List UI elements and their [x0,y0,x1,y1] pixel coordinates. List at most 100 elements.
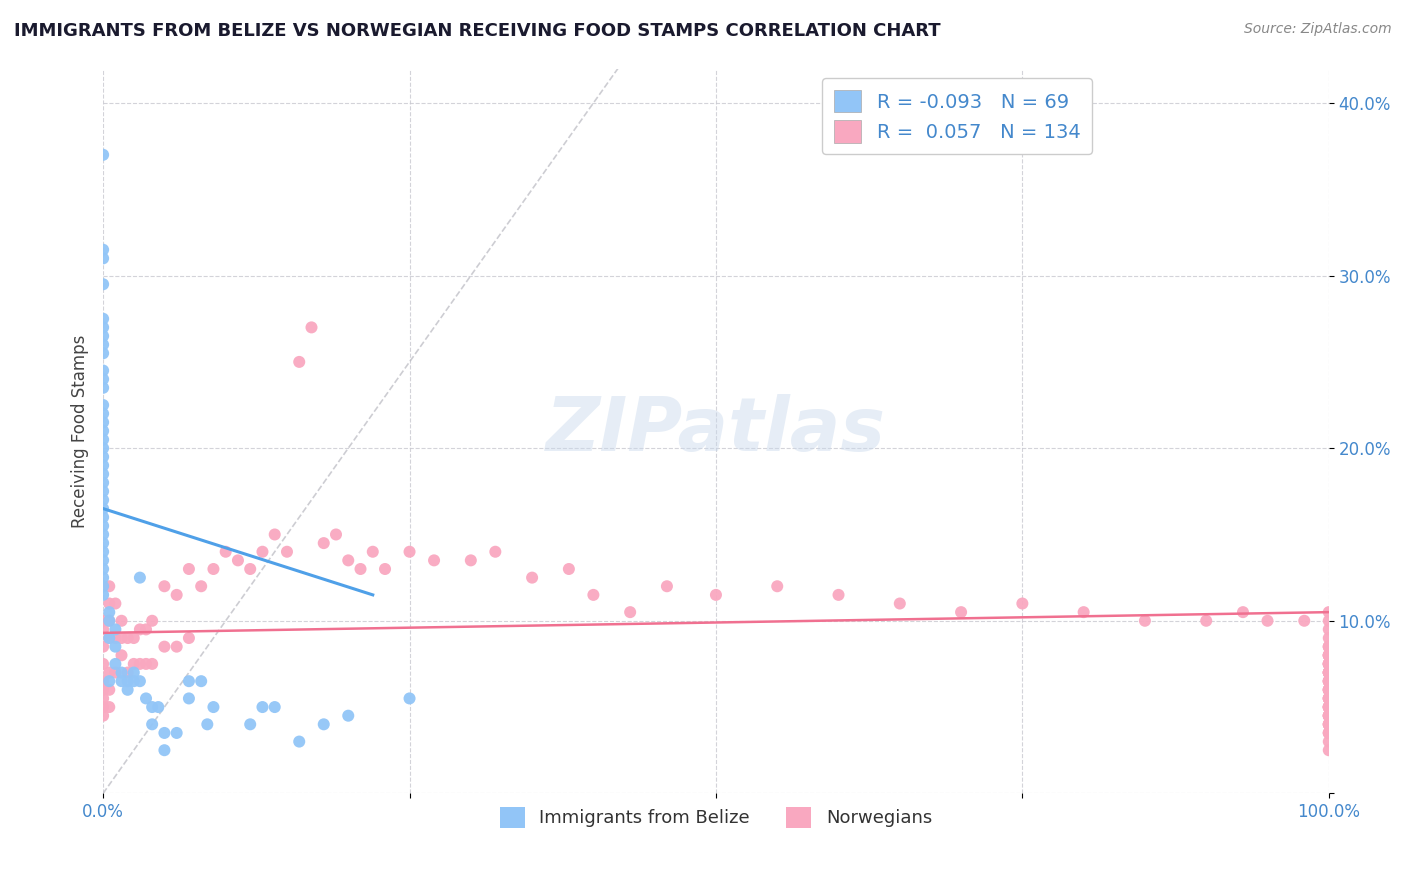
Point [1317,614,1340,628]
Point [148,700,170,714]
Point [1317,691,1340,706]
Point [1256,614,1278,628]
Point [141,657,163,671]
Point [104,631,127,645]
Point [91,553,114,567]
Point [1317,682,1340,697]
Point [141,614,163,628]
Point [288,355,311,369]
Point [117,674,139,689]
Point [91,691,114,706]
Point [1317,726,1340,740]
Point [1317,640,1340,654]
Point [1317,657,1340,671]
Point [226,553,249,567]
Text: IMMIGRANTS FROM BELIZE VS NORWEGIAN RECEIVING FOOD STAMPS CORRELATION CHART: IMMIGRANTS FROM BELIZE VS NORWEGIAN RECE… [14,22,941,40]
Point [1317,700,1340,714]
Point [520,571,543,585]
Point [252,545,274,559]
Point [117,665,139,680]
Point [98,605,121,619]
Point [91,492,114,507]
Point [202,562,225,576]
Point [195,717,218,731]
Point [153,726,176,740]
Point [1317,665,1340,680]
Point [1317,674,1340,689]
Legend: Immigrants from Belize, Norwegians: Immigrants from Belize, Norwegians [492,800,939,835]
Point [312,536,335,550]
Point [129,674,152,689]
Point [1317,665,1340,680]
Point [1317,665,1340,680]
Point [166,640,188,654]
Point [91,441,114,455]
Point [98,631,121,645]
Point [1317,682,1340,697]
Point [1317,657,1340,671]
Point [153,640,176,654]
Point [98,614,121,628]
Point [1317,700,1340,714]
Point [1317,708,1340,723]
Point [91,337,114,351]
Point [1195,614,1218,628]
Point [1317,700,1340,714]
Point [1317,726,1340,740]
Point [91,311,114,326]
Point [91,700,114,714]
Point [110,648,132,663]
Point [1317,717,1340,731]
Point [202,700,225,714]
Point [288,734,311,748]
Point [91,674,114,689]
Point [1317,708,1340,723]
Point [91,467,114,481]
Point [1317,674,1340,689]
Point [276,545,298,559]
Point [91,640,114,654]
Point [252,700,274,714]
Point [1317,665,1340,680]
Point [91,458,114,473]
Point [398,691,420,706]
Point [91,363,114,377]
Point [177,691,200,706]
Text: ZIPatlas: ZIPatlas [546,394,886,467]
Point [1317,665,1340,680]
Point [91,450,114,464]
Point [1317,657,1340,671]
Point [1011,597,1033,611]
Point [655,579,678,593]
Point [1317,682,1340,697]
Point [1317,700,1340,714]
Point [141,700,163,714]
Point [177,674,200,689]
Point [117,682,139,697]
Point [91,398,114,412]
Point [1317,657,1340,671]
Point [1317,700,1340,714]
Point [135,691,157,706]
Point [325,527,347,541]
Point [349,562,371,576]
Point [91,657,114,671]
Point [889,597,911,611]
Point [166,588,188,602]
Point [1317,700,1340,714]
Point [239,562,262,576]
Point [1133,614,1156,628]
Point [177,562,200,576]
Point [166,726,188,740]
Point [117,631,139,645]
Point [91,708,114,723]
Point [91,536,114,550]
Point [1317,674,1340,689]
Point [98,674,121,689]
Point [1317,691,1340,706]
Point [98,579,121,593]
Point [1317,665,1340,680]
Point [91,372,114,386]
Point [558,562,581,576]
Point [337,708,360,723]
